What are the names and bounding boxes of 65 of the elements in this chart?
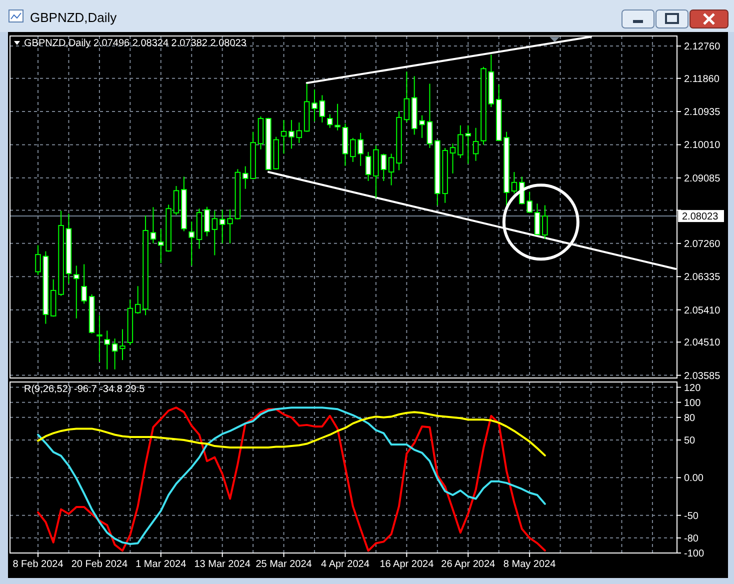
candlestick bbox=[312, 88, 318, 122]
y-tick-label: -80 bbox=[684, 533, 699, 544]
chart-title: R(9,26,52) -96.7 -34.8 29.5 bbox=[24, 384, 146, 395]
candlestick bbox=[74, 265, 80, 319]
candlestick bbox=[150, 206, 156, 244]
candlestick bbox=[204, 206, 210, 237]
x-tick-label: 25 Mar 2024 bbox=[256, 559, 312, 570]
candlestick bbox=[227, 208, 233, 244]
x-tick-label: 13 Mar 2024 bbox=[194, 559, 251, 570]
y-tick-label: 80 bbox=[684, 412, 696, 424]
y-tick-label: 2.12760 bbox=[684, 42, 721, 53]
x-tick-label: 20 Feb 2024 bbox=[71, 559, 128, 570]
candlestick bbox=[296, 122, 302, 144]
candlestick bbox=[173, 186, 180, 216]
x-tick-label: 4 Apr 2024 bbox=[321, 559, 370, 570]
candlestick bbox=[326, 114, 333, 128]
candlestick bbox=[404, 71, 410, 123]
x-tick-label: 8 May 2024 bbox=[503, 559, 556, 570]
candlestick bbox=[319, 94, 326, 123]
y-tick-label: 2.10010 bbox=[684, 140, 721, 152]
x-tick-label: 26 Apr 2024 bbox=[441, 559, 496, 570]
y-tick-label: 2.04510 bbox=[684, 338, 721, 349]
y-tick-label: -50 bbox=[684, 510, 699, 522]
candlestick bbox=[280, 119, 287, 154]
y-tick-label: -100 bbox=[684, 548, 704, 560]
candlestick bbox=[81, 264, 87, 304]
y-tick-label: 0.00 bbox=[684, 473, 704, 484]
y-tick-label: 2.03585 bbox=[684, 370, 721, 382]
candlestick bbox=[426, 83, 433, 148]
candlestick bbox=[450, 143, 456, 174]
candlestick bbox=[542, 204, 548, 240]
candlestick bbox=[120, 328, 126, 361]
line-series bbox=[37, 411, 546, 456]
candlestick bbox=[188, 221, 194, 266]
chart-title: GBPNZD,Daily 2.07496 2.08324 2.07382 2.08023 bbox=[24, 38, 247, 49]
candlestick bbox=[212, 210, 218, 256]
y-tick-label: 2.10935 bbox=[684, 107, 721, 118]
x-tick-label: 1 Mar 2024 bbox=[136, 559, 187, 570]
candlestick bbox=[96, 314, 102, 362]
candlestick bbox=[534, 203, 540, 236]
x-tick-label: 16 Apr 2024 bbox=[380, 559, 434, 570]
candlestick bbox=[388, 153, 394, 186]
candlestick bbox=[219, 209, 226, 244]
ref-line-label: 2.08023 bbox=[682, 212, 719, 223]
y-tick-label: 50 bbox=[684, 436, 696, 447]
candlestick bbox=[104, 330, 110, 370]
candlestick bbox=[472, 127, 479, 162]
text: GBPNZD,Daily bbox=[30, 10, 118, 25]
y-tick-label: 2.09085 bbox=[684, 173, 721, 184]
x-tick-label: 8 Feb 2024 bbox=[12, 559, 64, 570]
candlestick bbox=[419, 114, 425, 138]
candlestick bbox=[112, 338, 118, 370]
candlestick bbox=[365, 151, 372, 182]
candlestick bbox=[511, 172, 518, 194]
candlestick bbox=[380, 153, 387, 182]
y-tick-label: 2.11860 bbox=[684, 74, 720, 85]
y-tick-label: 2.06335 bbox=[684, 272, 721, 284]
candlestick bbox=[288, 119, 294, 150]
y-tick-label: 2.07260 bbox=[684, 238, 721, 250]
candlestick bbox=[334, 103, 340, 131]
y-tick-label: 2.05410 bbox=[684, 305, 721, 316]
y-tick-label: 120 bbox=[684, 382, 702, 394]
candlestick bbox=[134, 286, 141, 314]
candlestick bbox=[35, 244, 41, 276]
y-tick-label: 100 bbox=[684, 398, 702, 409]
